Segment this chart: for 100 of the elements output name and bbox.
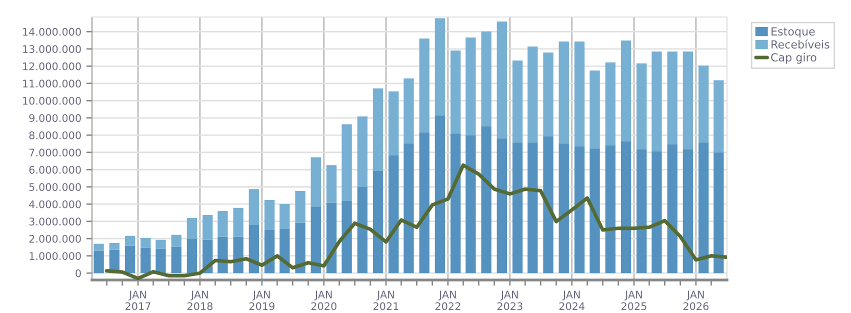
bar (233, 208, 244, 237)
bar (481, 31, 492, 126)
bar (528, 46, 538, 142)
bar (636, 149, 647, 274)
legend-label: Estoque (772, 27, 815, 38)
bar (295, 191, 306, 223)
bar (171, 234, 182, 247)
bar (280, 204, 290, 229)
bar (667, 51, 678, 144)
bar (404, 78, 414, 144)
bar (558, 41, 569, 144)
bar (156, 240, 166, 249)
bar (682, 149, 694, 274)
legend-label: Cap giro (771, 52, 816, 64)
y-tick-label: 6.000.000 (29, 166, 81, 174)
bar (605, 145, 616, 274)
bar (528, 142, 538, 274)
bar (466, 38, 476, 136)
bar (295, 222, 306, 274)
bar (590, 70, 600, 148)
bar (714, 152, 724, 274)
bar (558, 143, 569, 274)
bar (372, 88, 384, 172)
bar (714, 80, 724, 152)
bar (652, 51, 662, 152)
bar (698, 142, 709, 274)
bar (357, 187, 368, 274)
y-tick-label: 1.000.000 (30, 252, 81, 260)
bar (218, 211, 228, 237)
x-tick-label: JAN 2019 (249, 290, 274, 310)
x-tick-label: JAN 2023 (497, 290, 522, 310)
bar (512, 60, 523, 142)
bar (171, 246, 182, 274)
bar (342, 201, 352, 274)
bar (94, 250, 104, 274)
bar (574, 146, 585, 274)
bar (434, 18, 446, 116)
bar (434, 115, 446, 274)
bar (698, 65, 709, 142)
bar (124, 246, 136, 274)
x-tick-label: JAN 2024 (559, 290, 585, 310)
bar (186, 218, 198, 239)
bar (450, 133, 461, 274)
bar (543, 136, 554, 274)
bar (496, 21, 508, 138)
bar (140, 238, 151, 248)
bar (450, 50, 461, 134)
bar (636, 63, 647, 150)
bar (481, 126, 492, 274)
bar (94, 244, 104, 251)
bar (248, 189, 260, 225)
line-series (104, 163, 727, 280)
bar (342, 124, 352, 202)
bar (574, 41, 585, 146)
bar (590, 148, 600, 274)
x-tick-label: JAN 2025 (621, 290, 646, 310)
bar (652, 151, 662, 274)
y-tick-label: 7.000.000 (29, 148, 81, 156)
bar (372, 171, 384, 274)
bar (620, 141, 632, 274)
bar (357, 116, 368, 188)
x-tick-label: JAN 2026 (683, 290, 709, 310)
y-tick-label: 14.000.000 (23, 28, 81, 36)
bar (404, 143, 414, 274)
bar (419, 38, 430, 132)
y-tick-label: 12.000.000 (23, 62, 81, 70)
x-tick-label: JAN 2018 (187, 290, 212, 310)
bar (124, 236, 136, 246)
bar (419, 132, 430, 274)
y-tick-label: 9.000.000 (29, 114, 81, 122)
x-tick-label: JAN 2017 (126, 290, 150, 310)
bar (264, 200, 275, 230)
x-tick-label: JAN 2020 (311, 290, 336, 310)
bar (512, 142, 523, 274)
bar (326, 165, 337, 203)
bar (388, 91, 399, 156)
bar (682, 51, 694, 150)
bar (667, 144, 678, 274)
y-tick-label: 0 (76, 269, 81, 278)
bar (156, 248, 166, 274)
y-tick-label: 10.000.000 (23, 96, 81, 105)
bar (186, 238, 198, 274)
y-tick-label: 4.000.000 (29, 200, 81, 208)
y-tick-label: 13.000.000 (23, 45, 81, 54)
y-tick-label: 5.000.000 (29, 183, 81, 191)
bar (310, 157, 321, 208)
bar (248, 224, 260, 274)
bar (109, 242, 120, 250)
bar (543, 52, 554, 136)
x-tick-label: JAN 2022 (435, 290, 460, 310)
bar (388, 155, 399, 274)
bar (310, 207, 321, 274)
legend-label: Recebíveis (772, 40, 830, 49)
y-tick-label: 8.000.000 (29, 131, 81, 140)
bar (140, 248, 151, 274)
y-tick-label: 3.000.000 (29, 218, 81, 226)
x-tick-label: JAN 2021 (374, 290, 398, 310)
bar (496, 138, 508, 274)
y-tick-label: 2.000.000 (29, 234, 81, 243)
bar (466, 135, 476, 274)
